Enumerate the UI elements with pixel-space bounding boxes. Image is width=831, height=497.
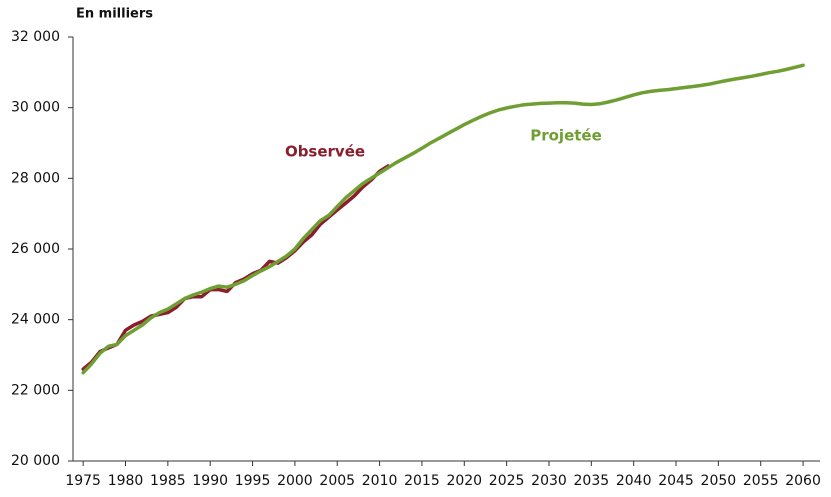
y-tick-label: 32 000 [11, 29, 60, 45]
y-tick-label: 30 000 [11, 100, 60, 116]
series-label: Observée [285, 143, 365, 161]
x-tick-label: 1980 [108, 473, 144, 489]
x-tick-label: 2055 [743, 473, 779, 489]
series-label: Projetée [530, 127, 602, 145]
x-tick-label: 2050 [701, 473, 737, 489]
x-tick-label: 1990 [192, 473, 228, 489]
x-tick-label: 1985 [150, 473, 186, 489]
y-tick-label: 22 000 [11, 382, 60, 398]
x-tick-label: 2030 [531, 473, 567, 489]
x-tick-label: 2060 [785, 473, 821, 489]
x-tick-label: 2000 [277, 473, 313, 489]
x-tick-label: 1995 [235, 473, 271, 489]
x-tick-label: 2015 [404, 473, 440, 489]
x-tick-label: 2035 [574, 473, 610, 489]
y-tick-label: 26 000 [11, 241, 60, 257]
x-tick-label: 2040 [616, 473, 652, 489]
axis-label: En milliers [76, 7, 153, 22]
y-tick-label: 28 000 [11, 170, 60, 186]
data-line [81, 164, 390, 371]
y-tick-label: 20 000 [11, 453, 60, 469]
x-tick-label: 2005 [319, 473, 355, 489]
x-tick-label: 2045 [658, 473, 694, 489]
x-tick-label: 2010 [362, 473, 398, 489]
y-tick-label: 24 000 [11, 312, 60, 328]
x-tick-label: 1975 [65, 473, 101, 489]
data-line [81, 63, 805, 375]
x-tick-label: 2025 [489, 473, 525, 489]
x-tick-label: 2020 [446, 473, 482, 489]
